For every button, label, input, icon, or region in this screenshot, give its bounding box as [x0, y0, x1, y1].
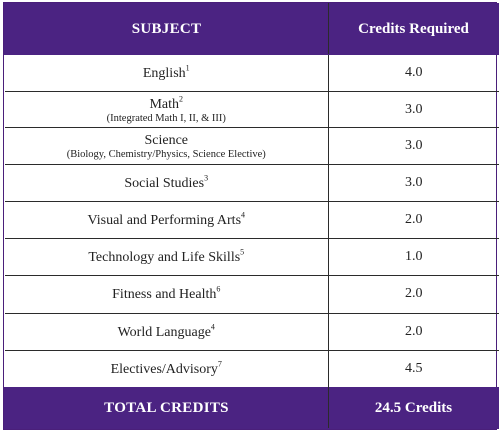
subject-cell: World Language4: [4, 312, 329, 351]
subject-cell: Electives/Advisory7: [4, 349, 329, 388]
subject-name: Social Studies: [124, 175, 205, 191]
graduation-credits-table: SUBJECT Credits Required English1 4.0 Ma…: [4, 3, 499, 429]
subject-name: Fitness and Health: [112, 287, 217, 303]
total-credits-value: 24.5 Credits: [328, 387, 499, 429]
subject-name: Technology and Life Skills: [88, 250, 241, 266]
subject-cell: Social Studies3: [4, 163, 329, 202]
subject-name: World Language: [117, 324, 211, 340]
subject-name: Math: [149, 96, 180, 112]
subject-name: Electives/Advisory: [110, 361, 218, 377]
subject-name: Visual and Performing Arts: [87, 212, 242, 228]
table-row: World Language4 2.0: [4, 312, 499, 351]
subject-cell: Fitness and Health6: [4, 275, 329, 314]
credits-cell: 1.0: [328, 238, 499, 277]
header-row: SUBJECT Credits Required: [4, 3, 499, 55]
footnote-marker: 2: [179, 94, 184, 104]
table-row: Fitness and Health6 2.0: [4, 275, 499, 314]
subject-note: (Biology, Chemistry/Physics, Science Ele…: [66, 149, 266, 161]
subject-cell: English1: [4, 53, 329, 93]
subject-cell: Visual and Performing Arts4: [4, 200, 329, 240]
table-row: Electives/Advisory7 4.5: [4, 349, 499, 388]
table-row: Technology and Life Skills5 1.0: [4, 238, 499, 277]
credits-column-header: Credits Required: [328, 3, 499, 55]
table-header: SUBJECT Credits Required: [4, 3, 499, 55]
footnote-marker: 3: [204, 173, 209, 183]
footnote-marker: 7: [217, 359, 222, 369]
credits-cell: 3.0: [328, 91, 499, 129]
subject-cell: Science (Biology, Chemistry/Physics, Sci…: [4, 127, 329, 165]
table-row: Social Studies3 3.0: [4, 163, 499, 202]
table-footer: TOTAL CREDITS 24.5 Credits: [4, 387, 499, 429]
total-row: TOTAL CREDITS 24.5 Credits: [4, 387, 499, 429]
total-credits-label: TOTAL CREDITS: [4, 387, 329, 429]
table-row: Math2 (Integrated Math I, II, & III) 3.0: [4, 91, 499, 129]
subject-name: English: [142, 66, 186, 82]
table-body: English1 4.0 Math2 (Integrated Math I, I…: [4, 53, 499, 388]
credits-cell: 3.0: [328, 127, 499, 165]
footnote-marker: 4: [210, 322, 215, 332]
credits-cell: 3.0: [328, 163, 499, 202]
subject-column-header: SUBJECT: [4, 3, 329, 55]
table-row: English1 4.0: [4, 53, 499, 93]
subject-note: (Integrated Math I, II, & III): [106, 112, 226, 124]
footnote-marker: 4: [241, 210, 246, 220]
subject-name: Science: [144, 133, 189, 149]
credits-table-container: SUBJECT Credits Required English1 4.0 Ma…: [3, 2, 499, 430]
credits-cell: 2.0: [328, 312, 499, 351]
credits-cell: 2.0: [328, 275, 499, 314]
credits-cell: 4.0: [328, 53, 499, 93]
subject-cell: Math2 (Integrated Math I, II, & III): [4, 91, 329, 129]
credits-cell: 2.0: [328, 200, 499, 240]
footnote-marker: 6: [216, 285, 221, 295]
footnote-marker: 5: [240, 247, 245, 257]
footnote-marker: 1: [185, 63, 190, 73]
subject-cell: Technology and Life Skills5: [4, 238, 329, 277]
credits-cell: 4.5: [328, 349, 499, 388]
table-row: Science (Biology, Chemistry/Physics, Sci…: [4, 127, 499, 165]
table-row: Visual and Performing Arts4 2.0: [4, 200, 499, 240]
